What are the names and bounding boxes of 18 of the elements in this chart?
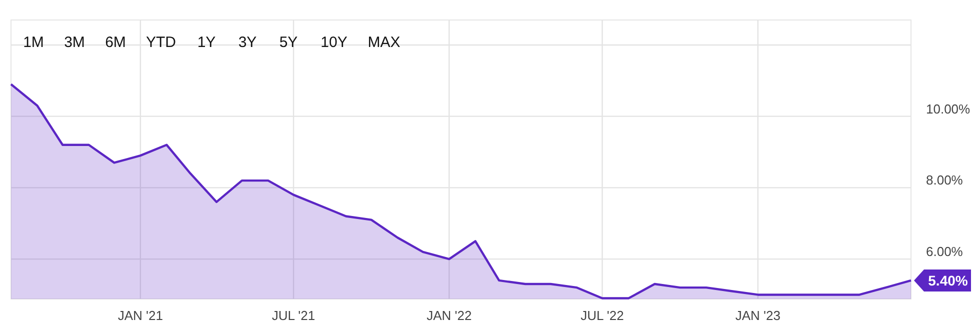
y-tick-label: 8.00% — [926, 172, 964, 188]
annotation: 3Y — [238, 34, 257, 51]
annotation: 5.40% — [928, 272, 968, 288]
annotation: 1M — [23, 34, 44, 51]
x-tick-label: JUL '21 — [272, 308, 316, 323]
x-tick-label: JAN '21 — [118, 308, 163, 323]
x-tick-label: JAN '22 — [426, 308, 472, 323]
y-tick-label: 10.00% — [926, 101, 971, 116]
annotation: 10Y — [320, 34, 348, 51]
annotation: 6M — [105, 34, 126, 51]
x-tick-label: JAN '23 — [735, 308, 780, 323]
annotation: 3M — [64, 34, 85, 51]
annotation: MAX — [368, 34, 400, 51]
annotation: YTD — [146, 34, 176, 51]
x-tick-label: JUL '22 — [580, 308, 624, 323]
y-tick-label: 6.00% — [926, 244, 964, 260]
annotation: 5Y — [279, 34, 298, 51]
annotation: 1Y — [197, 34, 216, 51]
